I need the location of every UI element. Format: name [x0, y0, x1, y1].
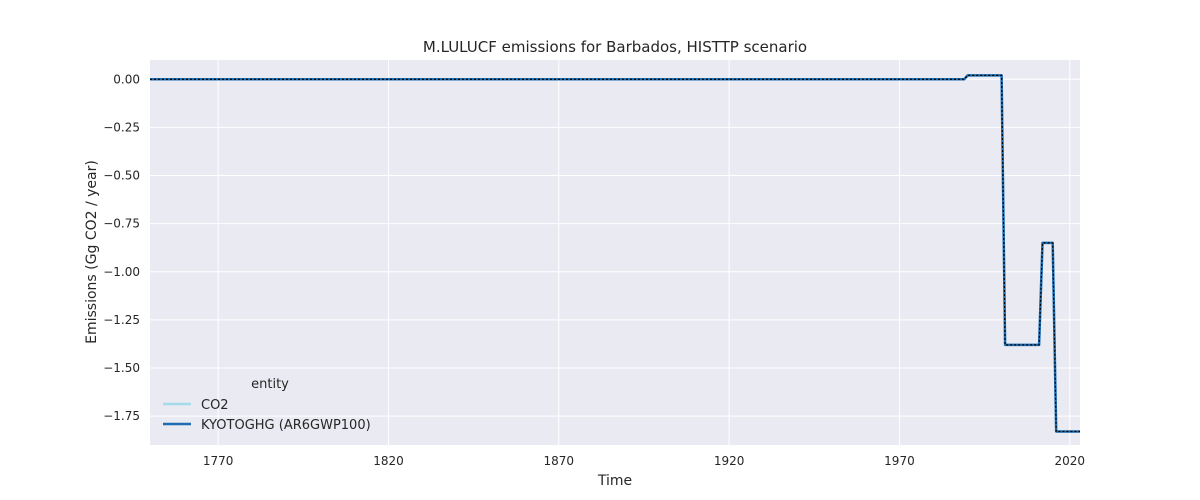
y-axis-label: Emissions (Gg CO2 / year)	[84, 160, 100, 344]
x-tick-label: 1820	[373, 454, 404, 468]
x-tick-label: 1770	[203, 454, 234, 468]
y-tick-label: −0.25	[103, 120, 140, 134]
legend-title: entity	[251, 377, 289, 392]
series-layer	[150, 74, 1080, 433]
legend-label-co2: CO2	[201, 398, 229, 413]
chart-title: M.LULUCF emissions for Barbados, HISTTP …	[423, 38, 807, 56]
x-tick-label: 1970	[884, 454, 915, 468]
y-tick-label: 0.00	[113, 72, 140, 86]
legend-label-kyotoghg: KYOTOGHG (AR6GWP100)	[201, 418, 371, 433]
grid-lines	[150, 60, 1080, 445]
x-tick-label: 1920	[714, 454, 745, 468]
y-tick-label: −1.00	[103, 265, 140, 279]
x-axis-label: Time	[597, 473, 632, 489]
x-tick-label: 1870	[544, 454, 575, 468]
x-axis-ticks: 1770 1820 1870 1920 1970 2020	[203, 454, 1085, 468]
y-tick-label: −1.25	[103, 313, 140, 327]
y-tick-label: −1.50	[103, 361, 140, 375]
y-axis-ticks: 0.00 −0.25 −0.50 −0.75 −1.00 −1.25 −1.50 −1.75	[103, 72, 140, 423]
legend: entity CO2 KYOTOGHG (AR6GWP100)	[163, 377, 371, 433]
y-tick-label: −1.75	[103, 409, 140, 423]
y-tick-label: −0.75	[103, 217, 140, 231]
plot-area	[150, 60, 1080, 445]
series-line-overlay	[150, 74, 1080, 433]
x-tick-label: 2020	[1055, 454, 1086, 468]
y-tick-label: −0.50	[103, 169, 140, 183]
